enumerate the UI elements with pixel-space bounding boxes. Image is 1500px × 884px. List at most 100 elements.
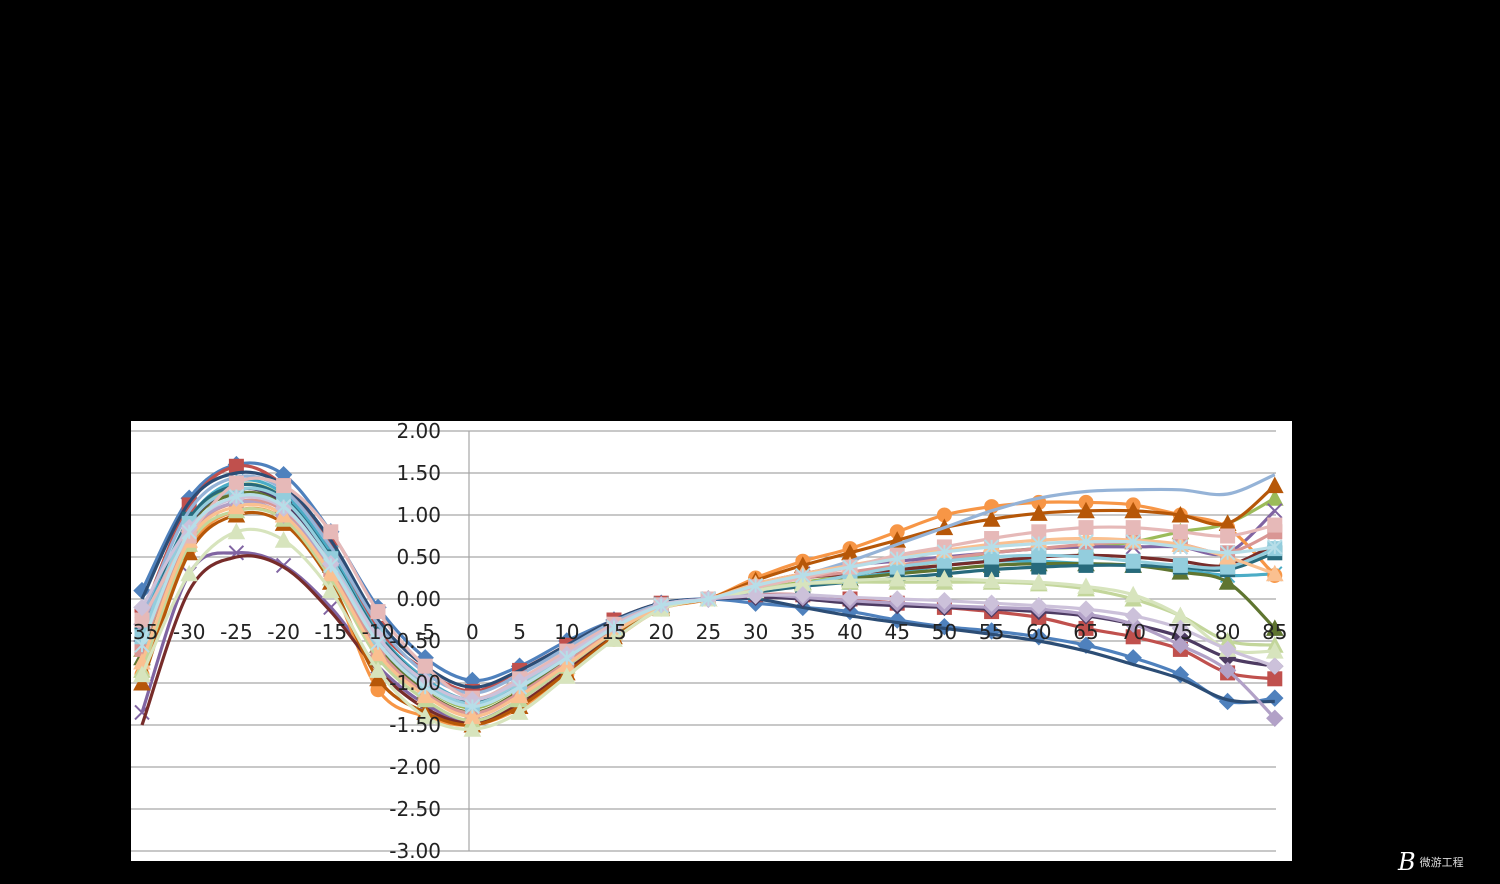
x-tick-label: 70 (1120, 620, 1145, 644)
data-point (1124, 607, 1142, 625)
data-point (1171, 636, 1190, 654)
data-point (510, 703, 529, 720)
data-point (653, 598, 669, 614)
x-tick-label: 10 (554, 620, 579, 644)
data-point (1267, 517, 1283, 533)
line-chart: 2.00 1.50 1.00 0.50 0.00 -0.50 -1.00 -1.50 -2.00… (131, 421, 1288, 861)
data-point (1124, 501, 1143, 519)
x-tick-label: 40 (837, 620, 862, 644)
data-point (133, 598, 151, 617)
data-point (228, 475, 244, 491)
x-tick-label: 30 (743, 620, 768, 644)
data-point (463, 720, 482, 737)
data-point (133, 665, 151, 683)
series-group (133, 455, 1284, 737)
data-point (1172, 524, 1188, 540)
data-point (746, 586, 765, 605)
y-tick-label: -1.00 (389, 671, 441, 695)
data-point (323, 599, 339, 616)
data-point (559, 650, 575, 666)
chart-panel: 2.00 1.50 1.00 0.50 0.00 -0.50 -1.00 -1.50 -2.00… (131, 421, 1292, 861)
data-point (274, 531, 293, 548)
series-2 (134, 458, 1283, 699)
x-tick-label: -35 (131, 620, 158, 644)
data-point (1266, 689, 1284, 707)
data-point (1219, 545, 1236, 561)
data-point (841, 571, 859, 589)
y-tick-labels: 2.00 1.50 1.00 0.50 0.00 -0.50 -1.00 -1.50 -2.00… (389, 421, 441, 861)
data-point (1220, 528, 1236, 544)
y-tick-label: 1.50 (396, 461, 441, 485)
data-point (700, 591, 717, 607)
y-tick-label: -0.50 (389, 629, 441, 653)
data-point (1029, 504, 1048, 521)
data-point (370, 604, 386, 620)
data-point (511, 679, 528, 695)
x-tick-label: -25 (220, 620, 253, 644)
data-point (370, 634, 386, 651)
data-point (842, 559, 858, 575)
data-point (1172, 539, 1189, 555)
data-point (323, 557, 339, 574)
y-tick-label: -1.50 (389, 713, 441, 737)
data-point (1218, 640, 1237, 659)
y-tick-label: 0.00 (396, 587, 441, 611)
x-tick-label: -15 (314, 620, 347, 644)
data-point (1078, 549, 1094, 565)
data-point (935, 618, 954, 636)
data-point (1125, 534, 1141, 550)
x-tick-label: 5 (513, 620, 526, 644)
y-tick-label: -3.00 (389, 839, 441, 861)
data-point (227, 522, 246, 540)
data-point (369, 644, 387, 662)
data-point (982, 571, 1001, 589)
data-point (1267, 503, 1283, 519)
data-point (510, 686, 529, 704)
data-point (1218, 661, 1237, 680)
x-tick-label: 80 (1215, 620, 1240, 644)
data-point (935, 569, 954, 587)
data-point (1265, 476, 1284, 494)
data-point (888, 569, 907, 587)
watermark-logo: B (1398, 848, 1416, 876)
data-point (983, 539, 1000, 555)
data-point (1078, 520, 1094, 536)
data-point (464, 698, 481, 715)
data-point (275, 498, 292, 515)
data-point (276, 478, 292, 494)
data-point (795, 567, 811, 584)
x-tick-label: 50 (932, 620, 957, 644)
x-tick-label: 60 (1026, 620, 1051, 644)
y-tick-label: 1.00 (396, 503, 441, 527)
data-point (1029, 573, 1048, 590)
data-point (1171, 619, 1190, 638)
series-line (140, 461, 1275, 705)
series-line (140, 493, 1276, 709)
data-point (1172, 557, 1188, 573)
data-point (982, 594, 1001, 612)
y-tick-label: -2.50 (389, 797, 441, 821)
data-point (321, 581, 340, 599)
data-point (1125, 520, 1141, 536)
data-point (1265, 619, 1284, 636)
data-point (888, 590, 906, 608)
data-point (1077, 577, 1095, 594)
data-point (416, 707, 435, 725)
data-point (228, 488, 245, 505)
watermark: B 微游工程 (1398, 848, 1464, 876)
data-point (181, 524, 197, 540)
watermark-text: 微游工程 (1419, 856, 1464, 869)
x-tick-label: 65 (1073, 620, 1098, 644)
data-point (1030, 597, 1048, 615)
y-tick-label: 0.50 (396, 545, 441, 569)
x-tick-label: 20 (648, 620, 673, 644)
x-tick-label: 25 (696, 620, 721, 644)
data-point (1265, 564, 1284, 582)
data-point (747, 577, 764, 594)
series-22 (134, 488, 1283, 715)
x-tick-label: 45 (884, 620, 909, 644)
data-point (1266, 657, 1284, 675)
x-tick-label: 75 (1168, 620, 1193, 644)
data-point (1125, 553, 1141, 569)
y-tick-label: 2.00 (396, 421, 441, 443)
